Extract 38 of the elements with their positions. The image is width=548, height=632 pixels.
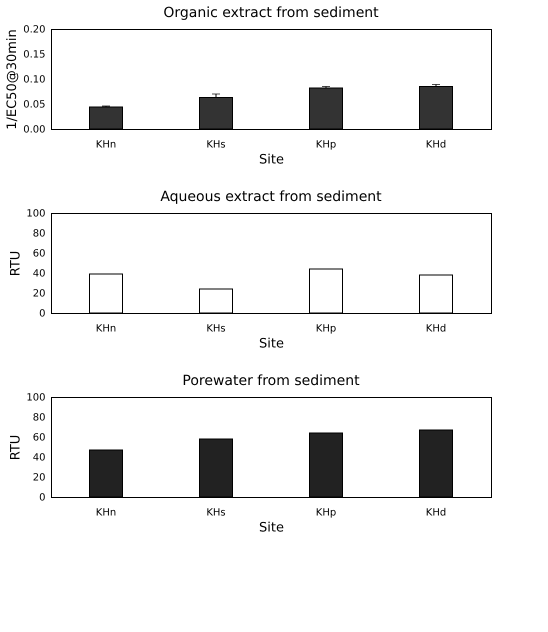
chart-title: Organic extract from sediment (163, 5, 380, 21)
chart-title: Porewater from sediment (182, 373, 360, 389)
x-axis-title: Site (259, 520, 284, 536)
chart-title: Aqueous extract from sediment (160, 189, 382, 205)
y-tick-label: 0.20 (23, 24, 46, 36)
y-tick-label: 20 (32, 472, 46, 484)
y-tick-label: 40 (32, 452, 46, 464)
y-axis-title: 1/EC50@30min (5, 29, 20, 130)
y-tick-label: 0 (39, 492, 46, 504)
y-tick-label: 0 (39, 308, 46, 320)
x-tick-label: KHs (206, 508, 226, 518)
y-tick-label: 60 (32, 248, 46, 260)
x-tick-label: KHn (96, 324, 116, 334)
y-tick-label: 80 (32, 412, 46, 424)
y-tick-label: 20 (32, 288, 46, 300)
y-axis-title: RTU (8, 250, 24, 276)
y-tick-label: 0.05 (23, 100, 46, 110)
y-axis-title: RTU (8, 434, 24, 460)
y-tick-label: 0.00 (23, 124, 46, 136)
x-tick-label: KHp (316, 508, 336, 518)
x-axis-title: Site (259, 152, 284, 168)
y-tick-label: 100 (26, 392, 46, 404)
x-tick-label: KHp (316, 140, 336, 150)
x-tick-label: KHn (96, 508, 116, 518)
x-tick-label: KHp (316, 324, 336, 334)
y-tick-label: 100 (26, 208, 46, 220)
y-tick-label: 0.10 (23, 74, 46, 86)
x-tick-label: KHs (206, 324, 226, 334)
x-tick-label: KHn (96, 140, 116, 150)
x-axis-title: Site (259, 336, 284, 352)
x-tick-label: KHd (426, 324, 446, 334)
x-tick-label: KHd (426, 508, 446, 518)
y-tick-label: 80 (32, 228, 46, 240)
y-tick-label: 60 (32, 432, 46, 444)
y-tick-label: 0.15 (23, 50, 46, 60)
x-tick-label: KHd (426, 140, 446, 150)
x-tick-label: KHs (206, 140, 226, 150)
y-tick-label: 40 (32, 268, 46, 280)
